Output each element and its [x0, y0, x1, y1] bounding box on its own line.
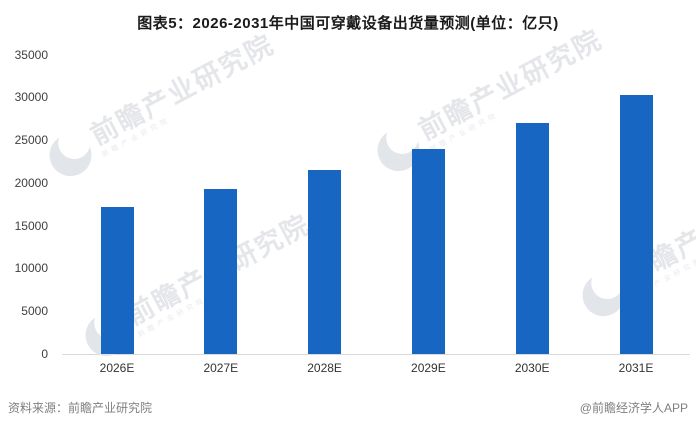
x-axis-line	[62, 354, 690, 355]
watermark-text: 前瞻产业研究院	[85, 28, 279, 151]
x-axis-tick-label: 2026E	[99, 361, 135, 375]
x-axis-tick-label: 2028E	[307, 361, 342, 375]
y-axis-tick-label: 25000	[14, 133, 48, 148]
watermark: 前瞻产业研究院 前瞻产业研究院	[42, 28, 284, 184]
bar-2026E	[100, 206, 134, 354]
x-axis-tick-label: 2029E	[411, 361, 446, 375]
watermark-text: 前瞻产业研究院	[413, 23, 607, 146]
y-axis-tick-label: 5000	[21, 304, 48, 319]
y-axis-tick-label: 20000	[14, 175, 48, 190]
watermark-subtext: 前瞻产业研究院	[100, 116, 172, 159]
bar-2028E	[308, 170, 342, 354]
x-axis-tick-label: 2031E	[618, 361, 654, 375]
bar-2029E	[411, 148, 445, 354]
bar-2030E	[515, 122, 549, 354]
y-axis-tick-label: 35000	[14, 47, 48, 62]
bar-2031E	[619, 94, 653, 354]
credit-note: @前瞻经济学人APP	[579, 401, 688, 415]
x-axis-tick-label: 2027E	[203, 361, 239, 375]
y-axis-tick-label: 10000	[14, 261, 48, 276]
y-axis-tick-label: 0	[41, 347, 48, 361]
source-note: 资料来源：前瞻产业研究院	[8, 401, 153, 415]
y-axis-tick-label: 15000	[14, 218, 48, 233]
qianzhan-logo-icon	[42, 126, 99, 184]
watermark: 前瞻产业研究院 前瞻产业研究院	[370, 23, 612, 179]
x-axis-tick-label: 2030E	[514, 361, 550, 375]
y-axis-tick-label: 30000	[14, 90, 48, 105]
bar-2027E	[204, 188, 238, 354]
chart-title: 图表5：2026-2031年中国可穿戴设备出货量预测(单位：亿只)	[137, 15, 559, 32]
